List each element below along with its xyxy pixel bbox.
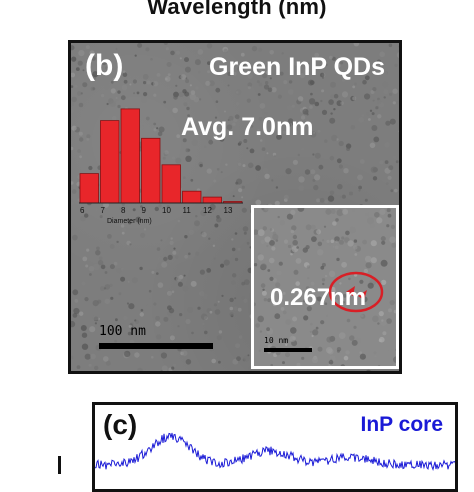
histogram-tick-label: 13	[224, 206, 233, 215]
panel-c-letter: (c)	[103, 409, 137, 441]
histogram-bar-6	[80, 174, 99, 203]
histogram-bar-12	[203, 197, 222, 203]
histogram-tick-label: 7	[101, 206, 106, 215]
panel-c-axis-tick	[58, 456, 66, 474]
histogram-tick-label: 8	[121, 206, 126, 215]
histogram-x-axis-label: Diameter (nm)	[107, 218, 152, 225]
top-axis-label: Wavelength (nm)	[0, 0, 474, 20]
panel-c-spectrum: (c) InP core	[92, 402, 458, 492]
hrtem-inset: 0.267nm 10 nm	[251, 205, 399, 369]
scale-bar-label: 100 nm	[99, 324, 146, 339]
inset-scale-bar	[264, 348, 312, 352]
histogram-tick-label: 12	[203, 206, 212, 215]
histogram-tick-label: 10	[162, 206, 171, 215]
size-histogram: 6 7 8 9 10 11 12 13 Diameter (nm)	[79, 95, 259, 225]
histogram-tick-label: 9	[142, 206, 147, 215]
histogram-bar-8	[121, 109, 140, 203]
histogram-bar-7	[101, 121, 120, 203]
inset-scale-bar-label: 10 nm	[264, 336, 288, 345]
histogram-bar-10	[162, 165, 181, 203]
histogram-tick-label: 11	[183, 206, 192, 215]
histogram-tick-label: 6	[80, 206, 85, 215]
histogram-bar-9	[142, 138, 161, 203]
d-spacing-label: 0.267nm	[270, 284, 366, 312]
panel-b-letter: (b)	[85, 49, 123, 83]
spectrum-trace	[95, 433, 458, 469]
panel-c-title: InP core	[361, 413, 443, 437]
scale-bar	[99, 343, 213, 349]
histogram-bar-11	[183, 191, 202, 203]
panel-b-title: Green InP QDs	[209, 53, 385, 82]
